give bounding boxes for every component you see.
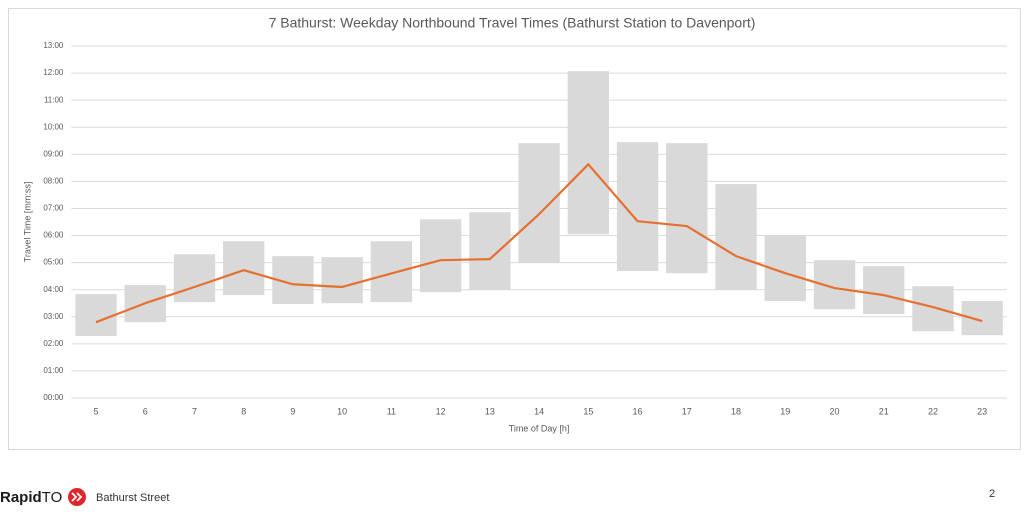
range-bar bbox=[321, 257, 363, 304]
y-tick-label: 13:00 bbox=[43, 41, 64, 50]
range-bar bbox=[370, 241, 413, 303]
y-tick-label: 12:00 bbox=[43, 68, 64, 77]
x-axis-title: Time of Day [h] bbox=[509, 423, 570, 433]
x-tick-label: 16 bbox=[633, 406, 643, 416]
x-tick-label: 7 bbox=[192, 406, 197, 416]
x-tick-label: 21 bbox=[879, 406, 889, 416]
y-tick-label: 01:00 bbox=[43, 366, 64, 375]
range-bar bbox=[469, 212, 511, 290]
logo: RapidTO bbox=[0, 489, 62, 506]
x-tick-label: 12 bbox=[436, 406, 446, 416]
median-line bbox=[95, 163, 983, 324]
y-tick-label: 03:00 bbox=[43, 312, 64, 321]
range-bar bbox=[567, 71, 610, 235]
range-bar bbox=[715, 184, 757, 290]
range-bar bbox=[419, 219, 462, 293]
x-tick-label: 13 bbox=[485, 406, 495, 416]
range-bar bbox=[912, 286, 954, 332]
chart-frame bbox=[8, 8, 1021, 450]
x-tick-label: 14 bbox=[534, 406, 544, 416]
y-tick-label: 00:00 bbox=[43, 393, 64, 402]
x-tick-label: 5 bbox=[94, 406, 99, 416]
x-tick-label: 17 bbox=[682, 406, 692, 416]
y-tick-label: 08:00 bbox=[43, 176, 64, 185]
y-tick-label: 05:00 bbox=[43, 258, 64, 267]
x-tick-label: 11 bbox=[387, 406, 396, 416]
x-tick-label: 8 bbox=[241, 406, 246, 416]
y-tick-label: 06:00 bbox=[43, 231, 64, 240]
logo-light: TO bbox=[42, 489, 63, 506]
x-tick-label: 6 bbox=[143, 406, 148, 416]
page-number: 2 bbox=[989, 488, 995, 500]
x-tick-label: 18 bbox=[731, 406, 741, 416]
x-tick-label: 19 bbox=[780, 406, 790, 416]
y-tick-label: 02:00 bbox=[43, 339, 64, 348]
x-tick-label: 15 bbox=[583, 406, 593, 416]
x-tick-label: 20 bbox=[829, 406, 839, 416]
y-tick-label: 07:00 bbox=[43, 204, 64, 213]
x-tick-label: 22 bbox=[928, 406, 938, 416]
y-tick-label: 04:00 bbox=[43, 285, 64, 294]
x-tick-label: 23 bbox=[977, 406, 987, 416]
range-bar bbox=[518, 143, 560, 264]
chart-title: 7 Bathurst: Weekday Northbound Travel Ti… bbox=[269, 15, 756, 31]
range-bar bbox=[616, 142, 659, 272]
range-bar bbox=[75, 294, 117, 336]
y-tick-label: 10:00 bbox=[43, 122, 64, 131]
x-tick-label: 9 bbox=[290, 406, 295, 416]
plot: 00:00 01:00 02:00 03:00 04:00 05:00 06:00 07:00… bbox=[43, 41, 1007, 416]
range-bar bbox=[961, 301, 1003, 336]
y-axis-title: Travel Time [mm:ss] bbox=[22, 182, 32, 263]
x-tick-label: 10 bbox=[337, 406, 347, 416]
range-bar bbox=[223, 241, 265, 296]
y-tick-label: 11:00 bbox=[44, 95, 64, 104]
logo-bold: Rapid bbox=[0, 489, 42, 506]
footer-subtitle: Bathurst Street bbox=[96, 492, 169, 504]
logo-arrows bbox=[71, 492, 83, 502]
range-bar bbox=[863, 266, 905, 315]
range-bar bbox=[173, 254, 216, 303]
range-bar bbox=[666, 143, 708, 274]
y-tick-label: 09:00 bbox=[43, 149, 64, 158]
